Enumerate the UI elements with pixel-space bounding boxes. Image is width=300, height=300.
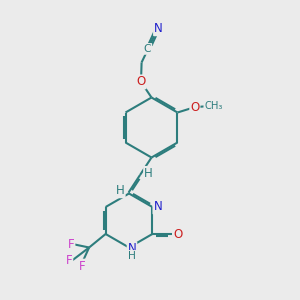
Text: CH₃: CH₃ [204, 100, 223, 111]
Text: H: H [128, 251, 136, 261]
Text: O: O [174, 227, 183, 241]
Text: H: H [116, 184, 125, 197]
Text: N: N [154, 22, 163, 35]
Text: N: N [128, 242, 136, 256]
Text: F: F [66, 254, 72, 267]
Text: C: C [144, 44, 152, 54]
Text: H: H [144, 167, 153, 180]
Text: F: F [79, 260, 86, 273]
Text: F: F [68, 238, 74, 251]
Text: O: O [136, 75, 146, 88]
Text: O: O [190, 100, 200, 114]
Text: N: N [153, 200, 162, 214]
